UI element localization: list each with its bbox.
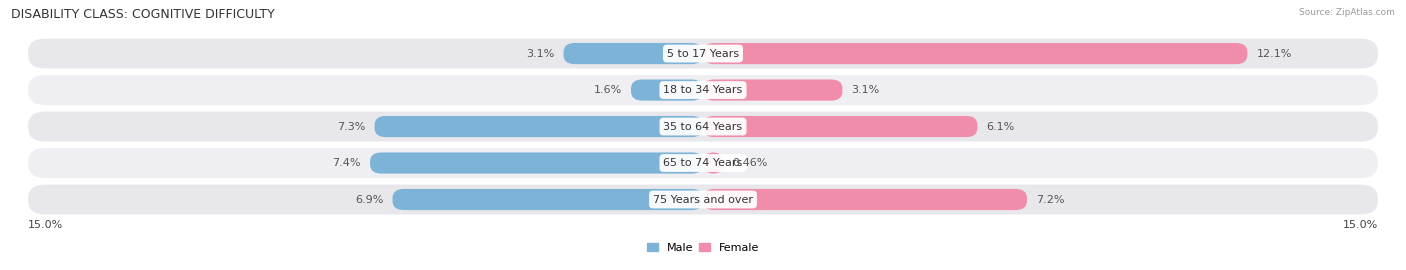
Text: 7.2%: 7.2%: [1036, 194, 1064, 204]
Text: 15.0%: 15.0%: [28, 220, 63, 230]
FancyBboxPatch shape: [28, 112, 1378, 141]
FancyBboxPatch shape: [28, 185, 1378, 214]
Text: 6.1%: 6.1%: [987, 122, 1015, 131]
FancyBboxPatch shape: [703, 153, 724, 174]
FancyBboxPatch shape: [564, 43, 703, 64]
FancyBboxPatch shape: [703, 189, 1026, 210]
FancyBboxPatch shape: [703, 43, 1247, 64]
Text: 18 to 34 Years: 18 to 34 Years: [664, 85, 742, 95]
Text: 12.1%: 12.1%: [1257, 49, 1292, 59]
Text: 0.46%: 0.46%: [733, 158, 768, 168]
FancyBboxPatch shape: [28, 39, 1378, 69]
Legend: Male, Female: Male, Female: [643, 238, 763, 257]
Text: 75 Years and over: 75 Years and over: [652, 194, 754, 204]
FancyBboxPatch shape: [374, 116, 703, 137]
FancyBboxPatch shape: [392, 189, 703, 210]
Text: 35 to 64 Years: 35 to 64 Years: [664, 122, 742, 131]
FancyBboxPatch shape: [370, 153, 703, 174]
FancyBboxPatch shape: [703, 79, 842, 101]
Text: 6.9%: 6.9%: [356, 194, 384, 204]
Text: 5 to 17 Years: 5 to 17 Years: [666, 49, 740, 59]
Text: 65 to 74 Years: 65 to 74 Years: [664, 158, 742, 168]
FancyBboxPatch shape: [28, 75, 1378, 105]
Text: 1.6%: 1.6%: [593, 85, 621, 95]
Text: DISABILITY CLASS: COGNITIVE DIFFICULTY: DISABILITY CLASS: COGNITIVE DIFFICULTY: [11, 8, 276, 21]
FancyBboxPatch shape: [28, 148, 1378, 178]
Text: 3.1%: 3.1%: [526, 49, 554, 59]
Text: 7.3%: 7.3%: [337, 122, 366, 131]
Text: Source: ZipAtlas.com: Source: ZipAtlas.com: [1299, 8, 1395, 17]
Text: 7.4%: 7.4%: [333, 158, 361, 168]
Text: 15.0%: 15.0%: [1343, 220, 1378, 230]
FancyBboxPatch shape: [703, 116, 977, 137]
Text: 3.1%: 3.1%: [852, 85, 880, 95]
FancyBboxPatch shape: [631, 79, 703, 101]
